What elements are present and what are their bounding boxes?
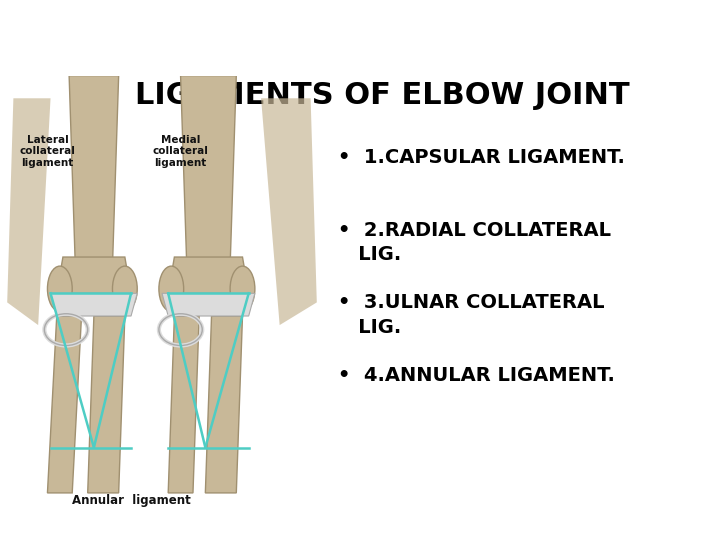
Text: •  3.ULNAR COLLATERAL
   LIG.: • 3.ULNAR COLLATERAL LIG.	[338, 294, 605, 337]
Polygon shape	[50, 293, 138, 316]
Polygon shape	[181, 76, 236, 266]
Text: LIGAMENTS OF ELBOW JOINT: LIGAMENTS OF ELBOW JOINT	[135, 82, 629, 111]
Polygon shape	[205, 316, 243, 493]
Text: •  1.CAPSULAR LIGAMENT.: • 1.CAPSULAR LIGAMENT.	[338, 148, 625, 167]
Polygon shape	[162, 293, 255, 316]
Polygon shape	[168, 257, 248, 293]
Text: Medial
collateral
ligament: Medial collateral ligament	[153, 134, 209, 168]
Ellipse shape	[112, 266, 138, 312]
Polygon shape	[69, 76, 119, 266]
Polygon shape	[168, 316, 199, 493]
Text: Annular  ligament: Annular ligament	[72, 494, 190, 507]
Polygon shape	[48, 316, 81, 493]
Ellipse shape	[48, 266, 72, 312]
Ellipse shape	[159, 266, 184, 312]
Ellipse shape	[230, 266, 255, 312]
Text: Lateral
collateral
ligament: Lateral collateral ligament	[19, 134, 76, 168]
Polygon shape	[57, 257, 131, 293]
Polygon shape	[88, 316, 125, 493]
Polygon shape	[261, 98, 317, 325]
Text: •  4.ANNULAR LIGAMENT.: • 4.ANNULAR LIGAMENT.	[338, 366, 615, 385]
Text: •  2.RADIAL COLLATERAL
   LIG.: • 2.RADIAL COLLATERAL LIG.	[338, 221, 611, 264]
Polygon shape	[7, 98, 50, 325]
